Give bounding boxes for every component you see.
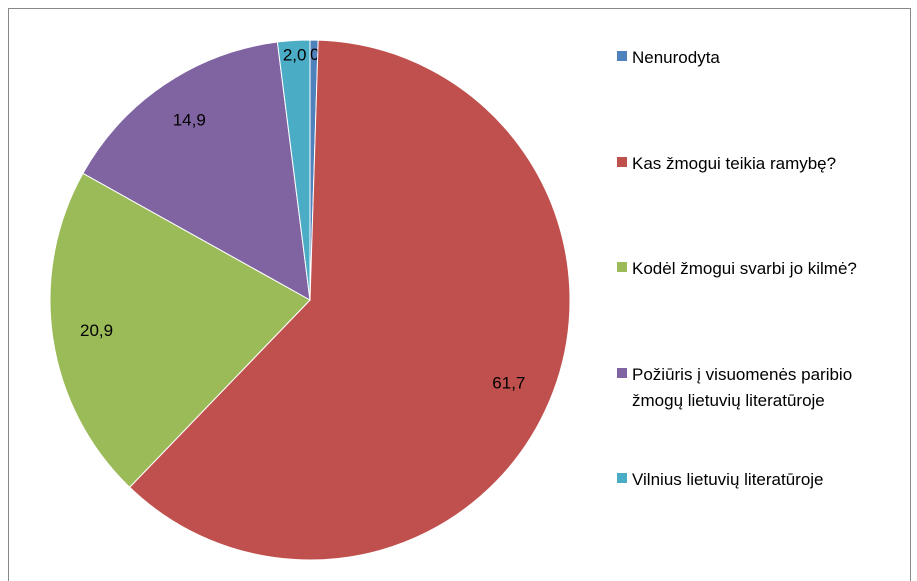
pie-slice: [276, 39, 311, 301]
chart-border: [8, 8, 911, 581]
legend-marker: [617, 473, 627, 483]
legend-item: Kodėl žmogui svarbi jo kilmė?: [617, 256, 897, 282]
legend-label: Kas žmogui teikia ramybę?: [632, 153, 837, 173]
data-label: 2,0: [283, 46, 307, 65]
legend-item: Nenurodyta: [617, 45, 897, 71]
legend-marker: [617, 367, 627, 378]
legend-label: Požiūris į visuomenės paribio žmogų liet…: [632, 364, 853, 410]
data-label: 61,7: [492, 373, 525, 392]
legend-label: Vilnius lietuvių literatūroje: [632, 470, 824, 489]
legend-marker: [617, 51, 627, 61]
data-label: 20,9: [80, 321, 113, 340]
legend-label: Kodėl žmogui svarbi jo kilmė?: [632, 259, 857, 278]
pie-slice: [49, 172, 311, 488]
pie-slice: [82, 41, 311, 301]
data-label: 14,9: [173, 111, 206, 130]
legend-label: Nenurodyta: [632, 48, 720, 67]
legend-marker: [617, 262, 627, 272]
legend-item: Požiūris į visuomenės paribio žmogų liet…: [617, 362, 897, 414]
legend-item: Vilnius lietuvių literatūroje: [617, 467, 897, 493]
pie-slice: [128, 39, 571, 561]
legend-marker: [617, 156, 627, 167]
legend-item: Kas žmogui teikia ramybę?: [617, 151, 897, 177]
